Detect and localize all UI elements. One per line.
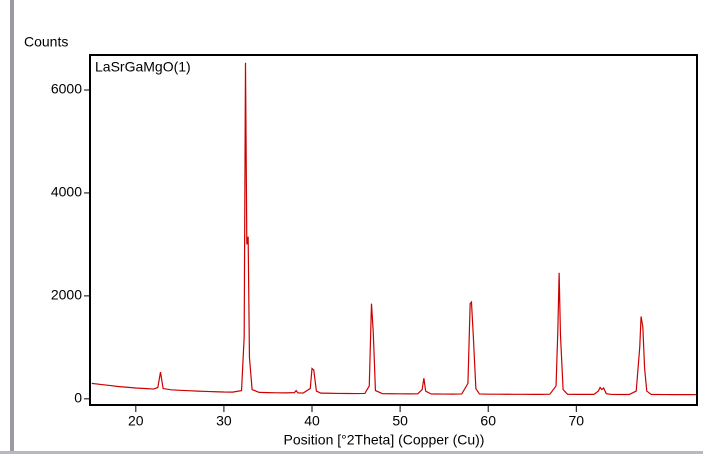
series-label: LaSrGaMgO(1) [95, 59, 191, 75]
y-tick-label: 2000 [51, 287, 82, 303]
x-tick-label: 50 [392, 413, 408, 429]
plot-frame [89, 54, 698, 406]
y-tick-label: 4000 [51, 184, 82, 200]
y-tick-label: 0 [74, 390, 82, 406]
x-axis-label: Position [°2Theta] (Copper (Cu)) [284, 432, 485, 448]
x-tick-label: 70 [569, 413, 585, 429]
y-axis-label: Counts [24, 34, 68, 50]
y-tick-label: 6000 [51, 81, 82, 97]
data-line [91, 62, 698, 396]
x-tick-label: 20 [128, 413, 144, 429]
x-tick-label: 30 [216, 413, 232, 429]
x-tick-label: 60 [480, 413, 496, 429]
window-edge [10, 0, 14, 454]
window-edge [0, 451, 703, 454]
x-tick-label: 40 [304, 413, 320, 429]
